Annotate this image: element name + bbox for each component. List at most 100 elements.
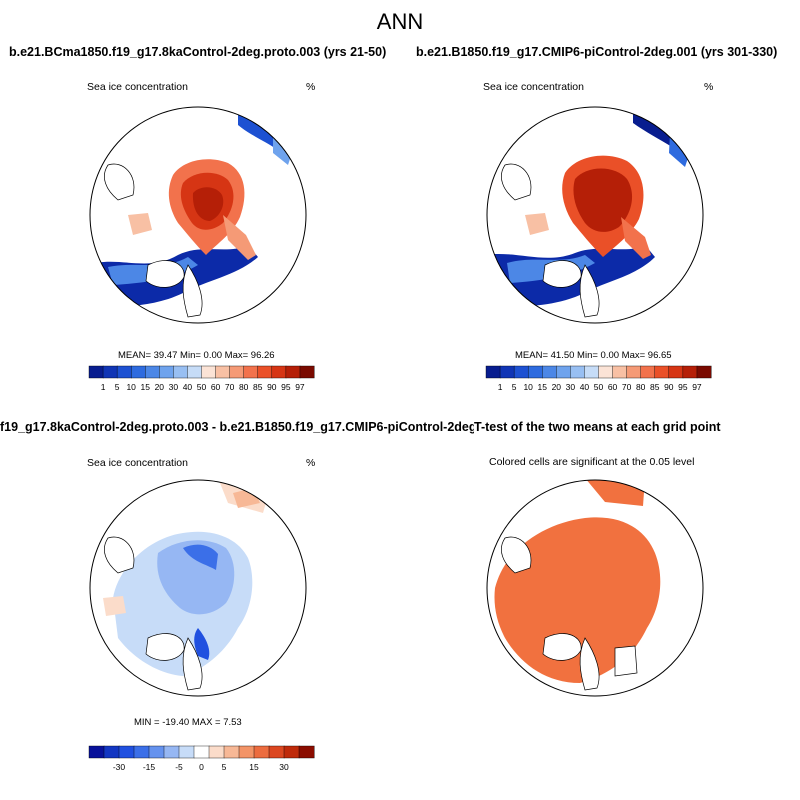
colorbar-swatch	[193, 745, 210, 759]
colorbar-swatch	[133, 745, 150, 759]
colorbar-swatch	[102, 365, 118, 379]
colorbar-tick-label: -15	[143, 762, 156, 772]
panel-1-colorbar: 1 5 10 15 20 30 40 50 60 70 80 85 90 95 97	[88, 365, 315, 392]
colorbar-swatch	[612, 365, 628, 379]
colorbar-swatch	[88, 745, 105, 759]
colorbar-tick-label: 95	[678, 382, 688, 392]
colorbar-swatch	[145, 365, 160, 379]
colorbar-swatch	[159, 365, 174, 379]
colorbar-tick-label: 5	[222, 762, 227, 772]
colorbar-swatch	[268, 745, 285, 759]
colorbar-swatch	[178, 745, 195, 759]
colorbar-tick-label: 80	[239, 382, 249, 392]
panel-1-map	[89, 106, 307, 324]
colorbar-swatch	[542, 365, 557, 379]
colorbar-swatch	[243, 365, 259, 379]
colorbar-tick-label: 1	[101, 382, 106, 392]
colorbar-swatch	[513, 365, 529, 379]
colorbar-tick-label: 95	[281, 382, 291, 392]
colorbar-swatch	[283, 745, 300, 759]
colorbar-swatch	[626, 365, 642, 379]
colorbar-swatch	[696, 365, 712, 379]
colorbar-swatch	[173, 365, 188, 379]
panel-4-map	[486, 479, 704, 697]
colorbar-swatch	[215, 365, 231, 379]
panel-2-units: %	[704, 81, 714, 93]
colorbar-swatch	[527, 365, 543, 379]
colorbar-tick-label: 15	[141, 382, 151, 392]
colorbar-swatch	[130, 365, 146, 379]
panel-2-stats: MEAN= 41.50 Min= 0.00 Max= 96.65	[515, 350, 672, 361]
panel-4-title: T-test of the two means at each grid poi…	[474, 420, 721, 434]
panel-1-title: b.e21.BCma1850.f19_g17.8kaControl-2deg.p…	[9, 45, 387, 59]
panel-3-variable: Sea ice concentration	[87, 457, 188, 469]
colorbar-tick-label: 70	[225, 382, 235, 392]
colorbar-tick-label: 5	[115, 382, 120, 392]
colorbar-tick-label: 70	[622, 382, 632, 392]
panel-4-significant-region	[494, 517, 661, 683]
colorbar-tick-label: 85	[253, 382, 263, 392]
colorbar-tick-label: 30	[169, 382, 179, 392]
panel-3-colorbar: -30 -15 -5 0 5 15 30	[88, 745, 315, 772]
panel-4-subtitle: Colored cells are significant at the 0.0…	[489, 456, 695, 468]
colorbar-swatch	[584, 365, 600, 379]
panel-2-colorbar: 1 5 10 15 20 30 40 50 60 70 80 85 90 95 97	[485, 365, 712, 392]
colorbar-tick-label: 15	[538, 382, 548, 392]
colorbar-swatch	[640, 365, 656, 379]
colorbar-swatch	[485, 365, 501, 379]
colorbar-swatch	[257, 365, 273, 379]
colorbar-tick-label: 10	[126, 382, 136, 392]
colorbar-tick-label: 5	[512, 382, 517, 392]
colorbar-swatch	[253, 745, 270, 759]
colorbar-swatch	[570, 365, 585, 379]
figure-title: ANN	[376, 9, 424, 34]
colorbar-tick-label: -5	[175, 762, 183, 772]
panel-3-stats: MIN = -19.40 MAX = 7.53	[134, 717, 242, 728]
colorbar-swatch	[285, 365, 301, 379]
colorbar-swatch	[682, 365, 698, 379]
colorbar-swatch	[598, 365, 614, 379]
colorbar-tick-label: 50	[197, 382, 207, 392]
colorbar-tick-label: 90	[267, 382, 277, 392]
colorbar-tick-label: 50	[594, 382, 604, 392]
colorbar-swatch	[103, 745, 120, 759]
colorbar-swatch	[88, 365, 104, 379]
colorbar-tick-label: 20	[155, 382, 165, 392]
colorbar-tick-label: 80	[636, 382, 646, 392]
colorbar-swatch	[298, 745, 315, 759]
colorbar-tick-label: 10	[523, 382, 533, 392]
colorbar-swatch	[299, 365, 315, 379]
colorbar-tick-label: 15	[249, 762, 259, 772]
panel-2-title: b.e21.B1850.f19_g17.CMIP6-piControl-2deg…	[416, 45, 778, 59]
colorbar-tick-label: 40	[580, 382, 590, 392]
colorbar-swatch	[499, 365, 515, 379]
panel-3-title: f19_g17.8kaControl-2deg.proto.003 - b.e2…	[0, 420, 501, 434]
colorbar-swatch	[223, 745, 240, 759]
panel-2-variable: Sea ice concentration	[483, 81, 584, 93]
colorbar-swatch	[118, 745, 135, 759]
colorbar-tick-label: 0	[199, 762, 204, 772]
colorbar-tick-label: 60	[211, 382, 221, 392]
colorbar-tick-label: 90	[664, 382, 674, 392]
colorbar-tick-label: 85	[650, 382, 660, 392]
colorbar-tick-label: 97	[295, 382, 305, 392]
colorbar-tick-label: 1	[498, 382, 503, 392]
colorbar-swatch	[201, 365, 217, 379]
panel-3-units: %	[306, 457, 316, 469]
colorbar-swatch	[556, 365, 571, 379]
colorbar-swatch	[187, 365, 203, 379]
colorbar-swatch	[654, 365, 670, 379]
colorbar-swatch	[163, 745, 180, 759]
colorbar-tick-label: 40	[183, 382, 193, 392]
colorbar-tick-label: -30	[113, 762, 126, 772]
colorbar-swatch	[116, 365, 132, 379]
colorbar-tick-label: 97	[692, 382, 702, 392]
panel-1-variable: Sea ice concentration	[87, 81, 188, 93]
colorbar-swatch	[668, 365, 684, 379]
colorbar-tick-label: 30	[566, 382, 576, 392]
colorbar-tick-label: 30	[279, 762, 289, 772]
panel-2-map	[486, 106, 704, 324]
colorbar-swatch	[148, 745, 165, 759]
panel-1-units: %	[306, 81, 316, 93]
colorbar-swatch	[271, 365, 287, 379]
